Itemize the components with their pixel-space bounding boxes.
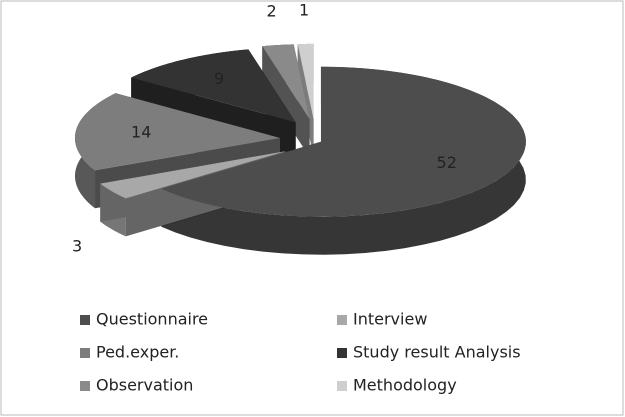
slice	[297, 43, 314, 119]
legend-swatch	[337, 315, 347, 325]
legend-label: Questionnaire	[96, 310, 208, 329]
legend-swatch	[80, 348, 90, 358]
slice	[131, 49, 296, 123]
legend-label: Study result Analysis	[353, 343, 521, 362]
slice	[74, 93, 280, 171]
legend-swatch	[337, 381, 347, 391]
legend-swatch	[337, 348, 347, 358]
slice	[262, 44, 310, 120]
data-label: 9	[214, 69, 224, 88]
legend-swatch	[80, 315, 90, 325]
slice	[161, 66, 526, 217]
data-label: 14	[131, 123, 151, 142]
legend-label: Observation	[96, 376, 193, 395]
data-label: 3	[72, 237, 82, 256]
data-label: 2	[266, 2, 276, 21]
legend-swatch	[80, 381, 90, 391]
legend-label: Methodology	[353, 376, 457, 395]
slice-edge	[297, 44, 314, 157]
legend-label: Ped.exper.	[96, 343, 179, 362]
slice	[100, 151, 286, 199]
data-label: 1	[299, 0, 309, 19]
legend-label: Interview	[353, 310, 427, 329]
data-label: 52	[437, 153, 457, 172]
slice-edge	[262, 46, 310, 158]
